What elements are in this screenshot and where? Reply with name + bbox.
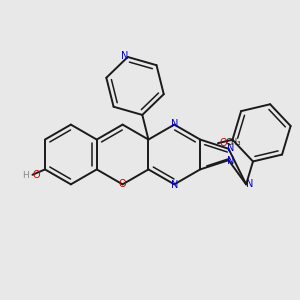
Text: N: N: [121, 51, 128, 61]
Text: N: N: [171, 180, 178, 190]
Text: O: O: [220, 138, 227, 148]
Text: N: N: [171, 119, 178, 129]
Text: H: H: [22, 171, 29, 180]
Text: O: O: [119, 179, 126, 189]
Text: N: N: [227, 156, 235, 166]
Text: CH₃: CH₃: [226, 138, 241, 147]
Text: N: N: [227, 143, 235, 153]
Text: N: N: [246, 179, 253, 189]
Text: O: O: [32, 170, 40, 180]
